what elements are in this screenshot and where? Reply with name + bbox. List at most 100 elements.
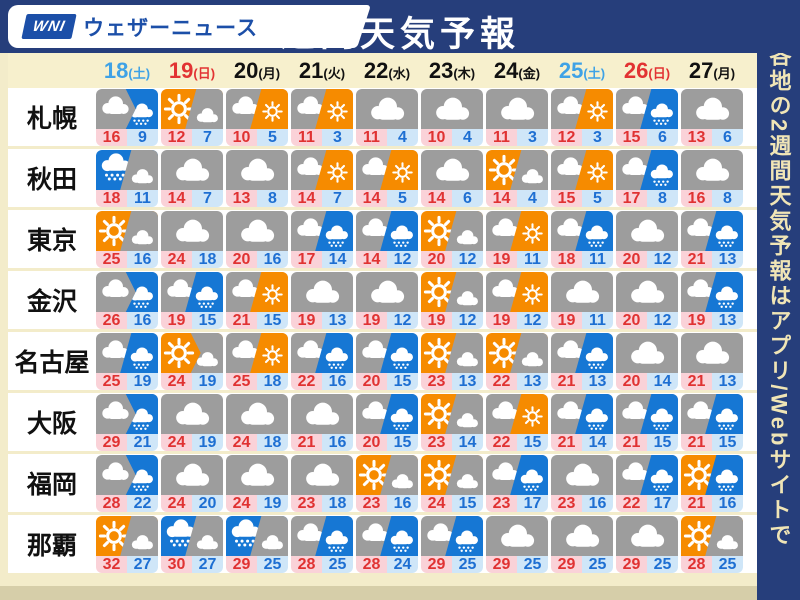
weathernews-logo: WNI ウェザーニュース xyxy=(8,5,258,48)
high-temp: 23 xyxy=(421,373,452,390)
high-temp: 30 xyxy=(161,556,192,573)
low-temp: 13 xyxy=(712,373,743,390)
forecast-cell: 16 8 xyxy=(681,150,743,207)
bottom-strip xyxy=(0,586,757,600)
forecast-cell: 28 22 xyxy=(96,455,158,512)
low-temp: 19 xyxy=(257,495,288,512)
cloud-glyph xyxy=(261,535,283,550)
temperature-bar: 17 8 xyxy=(616,190,678,207)
weather-icon-c-later-s xyxy=(486,394,548,434)
cloud-glyph xyxy=(696,341,730,364)
cloud-glyph xyxy=(371,97,405,120)
sun-glyph xyxy=(587,101,608,122)
forecast-cell: 20 15 xyxy=(356,394,418,451)
forecast-cell: 21 15 xyxy=(616,394,678,451)
rain-glyph xyxy=(715,408,738,430)
forecast-cell: 21 13 xyxy=(681,333,743,390)
icon-second-segment xyxy=(640,89,678,129)
cloud-glyph xyxy=(557,157,584,175)
low-temp: 15 xyxy=(452,495,483,512)
forecast-cell: 23 16 xyxy=(551,455,613,512)
cloud-glyph xyxy=(456,352,478,367)
low-temp: 12 xyxy=(647,251,678,268)
temperature-bar: 24 19 xyxy=(161,434,223,451)
cloud-glyph xyxy=(492,401,519,419)
forecast-cell: 24 15 xyxy=(421,455,483,512)
temperature-bar: 29 21 xyxy=(96,434,158,451)
temperature-bar: 25 16 xyxy=(96,251,158,268)
city-row: 金沢 26 16 19 15 21 15 19 13 19 12 19 12 19 12 19 11 20 12 19… xyxy=(8,271,757,329)
icon-second-segment xyxy=(705,211,743,251)
low-temp: 12 xyxy=(387,251,418,268)
weather-icon-c-later-s xyxy=(226,333,288,373)
low-temp: 12 xyxy=(517,312,548,329)
high-temp: 14 xyxy=(356,190,387,207)
cloud-glyph xyxy=(427,523,454,541)
forecast-cell: 29 25 xyxy=(226,516,288,573)
city-label: 秋田 xyxy=(26,166,77,194)
temperature-bar: 14 7 xyxy=(161,190,223,207)
high-temp: 11 xyxy=(291,129,322,146)
forecast-cell: 24 20 xyxy=(161,455,223,512)
forecast-cell: 29 25 xyxy=(616,516,678,573)
sun-glyph xyxy=(683,520,715,552)
temperature-bar: 20 12 xyxy=(616,251,678,268)
weather-icon-c-later-r xyxy=(161,272,223,312)
forecast-cell: 19 11 xyxy=(486,211,548,268)
forecast-cell: 26 16 xyxy=(96,272,158,329)
forecast-cell: 28 24 xyxy=(356,516,418,573)
high-temp: 12 xyxy=(161,129,192,146)
temperature-bar: 25 18 xyxy=(226,373,288,390)
date-weekday: (月) xyxy=(258,65,281,81)
rain-glyph xyxy=(325,225,348,247)
weather-icon-s-later-c xyxy=(356,455,418,495)
rain-glyph xyxy=(715,469,738,491)
rain-glyph xyxy=(130,408,153,430)
cloud-glyph xyxy=(362,218,389,236)
weather-icon-c xyxy=(356,89,418,129)
forecast-cell: 25 19 xyxy=(96,333,158,390)
temperature-bar: 25 19 xyxy=(96,373,158,390)
low-temp: 13 xyxy=(582,373,613,390)
weather-icon-c xyxy=(551,455,613,495)
forecast-cell: 21 15 xyxy=(681,394,743,451)
sun-glyph xyxy=(587,162,608,183)
temperature-bar: 16 8 xyxy=(681,190,743,207)
high-temp: 10 xyxy=(226,129,257,146)
high-temp: 19 xyxy=(421,312,452,329)
weather-icon-c-later-r xyxy=(291,333,353,373)
icon-second-segment xyxy=(190,333,223,373)
low-temp: 16 xyxy=(322,434,353,451)
temperature-bar: 14 4 xyxy=(486,190,548,207)
temperature-bar: 29 25 xyxy=(486,556,548,573)
temperature-bar: 21 15 xyxy=(681,434,743,451)
sidebar-vertical-note: 各地の2週間天気予報はアプリ/Webサイトで xyxy=(766,44,792,549)
low-temp: 3 xyxy=(517,129,548,146)
temperature-bar: 21 13 xyxy=(551,373,613,390)
temperature-bar: 19 12 xyxy=(486,312,548,329)
weather-icon-c-later-s xyxy=(486,211,548,251)
date-number: 24 xyxy=(493,57,519,83)
city-label: 金沢 xyxy=(26,288,77,316)
weather-icon-c-later-r xyxy=(96,333,158,373)
sun-glyph xyxy=(423,337,455,369)
low-temp: 20 xyxy=(192,495,223,512)
low-temp: 13 xyxy=(517,373,548,390)
high-temp: 20 xyxy=(616,312,647,329)
temperature-bar: 23 14 xyxy=(421,434,483,451)
weather-icon-c-then-r xyxy=(96,394,158,434)
weather-icon-c-later-r xyxy=(486,455,548,495)
high-temp: 24 xyxy=(421,495,452,512)
low-temp: 25 xyxy=(452,556,483,573)
forecast-cells: 25 16 24 18 20 16 17 14 14 12 20 12 19 11 18 11 20 12 21 13 xyxy=(96,210,743,268)
low-temp: 15 xyxy=(257,312,288,329)
date-number: 20 xyxy=(233,57,259,83)
weather-icon-r-later-c xyxy=(226,516,288,556)
city-row: 名古屋 25 19 24 19 25 18 22 16 20 15 23 13 22 13 21 13 20 14 2… xyxy=(8,332,757,390)
low-temp: 11 xyxy=(582,251,613,268)
forecast-cells: 18 11 14 7 13 8 14 7 14 5 14 6 14 4 15 5 17 8 16 8 xyxy=(96,149,743,207)
forecast-cell: 23 16 xyxy=(356,455,418,512)
temperature-bar: 21 16 xyxy=(681,495,743,512)
cloud-glyph xyxy=(716,535,738,550)
forecast-cell: 22 13 xyxy=(486,333,548,390)
